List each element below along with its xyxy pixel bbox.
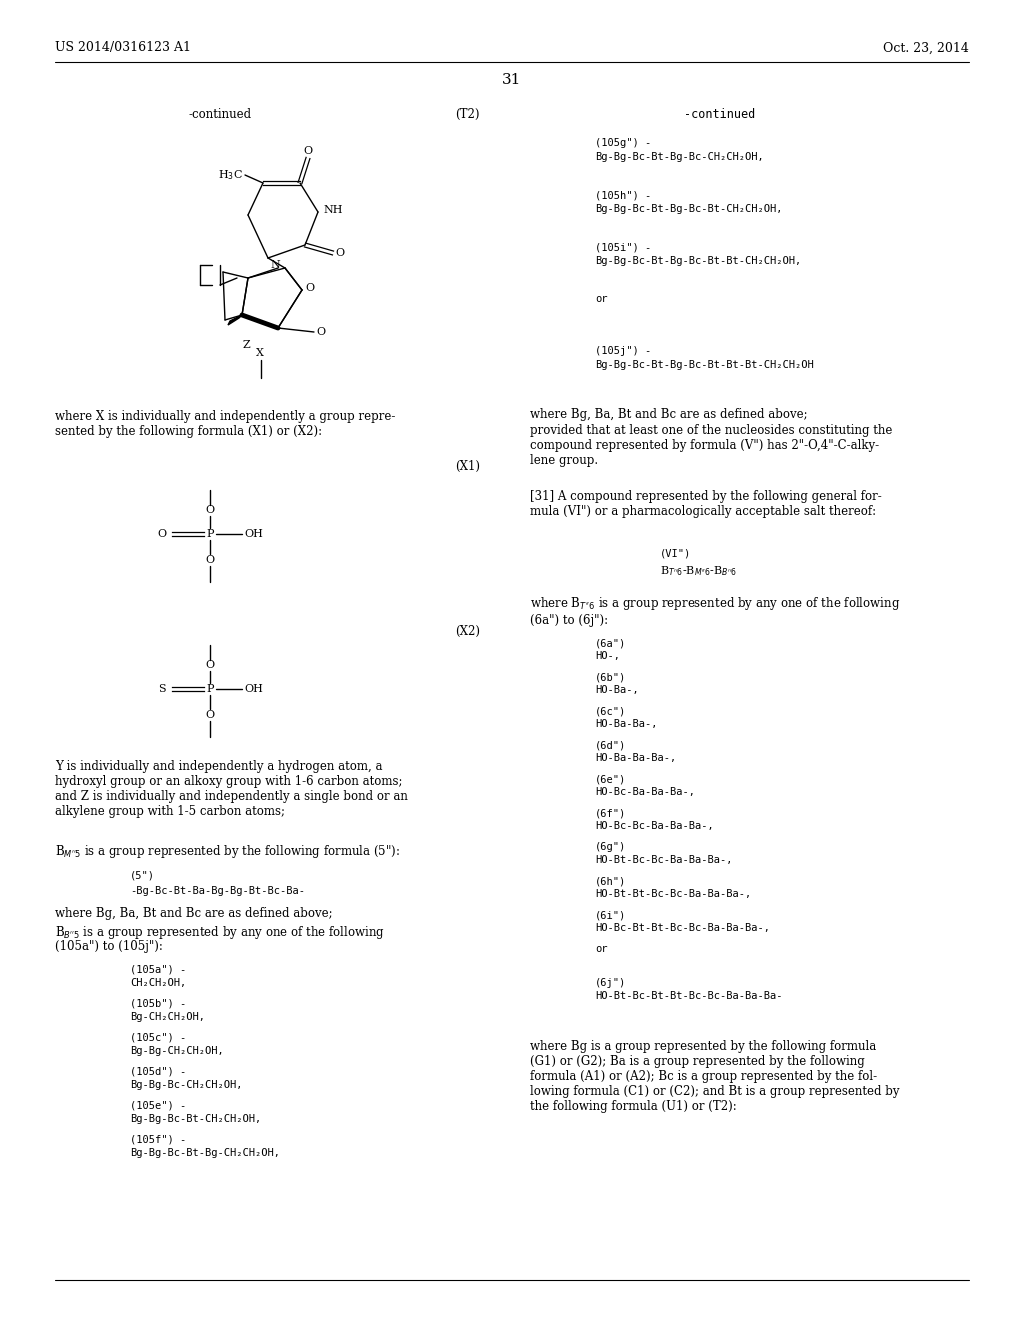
Text: B$_{B^{\prime\prime}5}$ is a group represented by any one of the following: B$_{B^{\prime\prime}5}$ is a group repre… bbox=[55, 924, 385, 941]
Text: (105i") -: (105i") - bbox=[595, 242, 651, 252]
Text: (105g") -: (105g") - bbox=[595, 139, 651, 148]
Text: or: or bbox=[595, 944, 607, 954]
Text: (105d") -: (105d") - bbox=[130, 1067, 186, 1077]
Text: -continued: -continued bbox=[684, 108, 756, 121]
Text: [31] A compound represented by the following general for-
mula (VI") or a pharma: [31] A compound represented by the follo… bbox=[530, 490, 882, 517]
Text: HO-,: HO-, bbox=[595, 651, 620, 661]
Text: B$_{T^{\prime\prime}6}$-B$_{M^{\prime\prime}6}$-B$_{B^{\prime\prime}6}$: B$_{T^{\prime\prime}6}$-B$_{M^{\prime\pr… bbox=[660, 564, 737, 578]
Text: (105b") -: (105b") - bbox=[130, 999, 186, 1008]
Text: where Bg, Ba, Bt and Bc are as defined above;: where Bg, Ba, Bt and Bc are as defined a… bbox=[55, 907, 333, 920]
Text: Bg-Bg-CH₂CH₂OH,: Bg-Bg-CH₂CH₂OH, bbox=[130, 1045, 224, 1056]
Text: (6g"): (6g") bbox=[595, 842, 627, 851]
Text: (6e"): (6e") bbox=[595, 774, 627, 784]
Text: HO-Bc-Ba-Ba-Ba-,: HO-Bc-Ba-Ba-Ba-, bbox=[595, 787, 695, 797]
Text: (105a") -: (105a") - bbox=[130, 965, 186, 975]
Text: Bg-Bg-Bc-CH₂CH₂OH,: Bg-Bg-Bc-CH₂CH₂OH, bbox=[130, 1080, 243, 1090]
Text: O: O bbox=[206, 660, 215, 671]
Text: -continued: -continued bbox=[188, 108, 252, 121]
Text: (T2): (T2) bbox=[455, 108, 479, 121]
Text: Bg-Bg-Bc-Bt-CH₂CH₂OH,: Bg-Bg-Bc-Bt-CH₂CH₂OH, bbox=[130, 1114, 261, 1125]
Text: O: O bbox=[206, 506, 215, 515]
Text: (105j") -: (105j") - bbox=[595, 346, 651, 356]
Polygon shape bbox=[240, 315, 280, 327]
Text: (X1): (X1) bbox=[455, 459, 480, 473]
Text: (105a") to (105j"):: (105a") to (105j"): bbox=[55, 940, 163, 953]
Text: OH: OH bbox=[244, 529, 263, 539]
Text: O: O bbox=[206, 554, 215, 565]
Text: (6h"): (6h") bbox=[595, 876, 627, 886]
Text: HO-Bc-Bc-Ba-Ba-Ba-,: HO-Bc-Bc-Ba-Ba-Ba-, bbox=[595, 821, 714, 832]
Text: (105h") -: (105h") - bbox=[595, 190, 651, 201]
Text: P: P bbox=[206, 529, 214, 539]
Text: S: S bbox=[159, 684, 166, 694]
Text: O: O bbox=[335, 248, 344, 257]
Polygon shape bbox=[228, 315, 242, 325]
Text: (VI"): (VI") bbox=[660, 548, 691, 558]
Text: (X2): (X2) bbox=[455, 624, 480, 638]
Text: (6c"): (6c") bbox=[595, 706, 627, 715]
Text: where X is individually and independently a group repre-
sented by the following: where X is individually and independentl… bbox=[55, 411, 395, 438]
Text: -Bg-Bc-Bt-Ba-Bg-Bg-Bt-Bc-Ba-: -Bg-Bc-Bt-Ba-Bg-Bg-Bt-Bc-Ba- bbox=[130, 886, 305, 896]
Text: (105e") -: (105e") - bbox=[130, 1101, 186, 1111]
Text: Bg-CH₂CH₂OH,: Bg-CH₂CH₂OH, bbox=[130, 1012, 205, 1022]
Text: provided that at least one of the nucleosides constituting the
compound represen: provided that at least one of the nucleo… bbox=[530, 424, 892, 467]
Text: O: O bbox=[206, 710, 215, 719]
Text: (6i"): (6i") bbox=[595, 909, 627, 920]
Text: NH: NH bbox=[323, 205, 342, 215]
Text: (105f") -: (105f") - bbox=[130, 1135, 186, 1144]
Text: US 2014/0316123 A1: US 2014/0316123 A1 bbox=[55, 41, 191, 54]
Text: O: O bbox=[305, 282, 314, 293]
Text: Oct. 23, 2014: Oct. 23, 2014 bbox=[883, 41, 969, 54]
Text: HO-Ba-Ba-Ba-,: HO-Ba-Ba-Ba-, bbox=[595, 752, 676, 763]
Text: B$_{M^{\prime\prime}5}$ is a group represented by the following formula (5"):: B$_{M^{\prime\prime}5}$ is a group repre… bbox=[55, 843, 400, 861]
Text: (6b"): (6b") bbox=[595, 672, 627, 682]
Text: HO-Bc-Bt-Bt-Bc-Bc-Ba-Ba-Ba-,: HO-Bc-Bt-Bt-Bc-Bc-Ba-Ba-Ba-, bbox=[595, 923, 770, 933]
Text: OH: OH bbox=[244, 684, 263, 694]
Text: where Bg is a group represented by the following formula
(G1) or (G2); Ba is a g: where Bg is a group represented by the f… bbox=[530, 1040, 899, 1113]
Text: Bg-Bg-Bc-Bt-Bg-Bc-CH₂CH₂OH,: Bg-Bg-Bc-Bt-Bg-Bc-CH₂CH₂OH, bbox=[595, 152, 764, 162]
Text: HO-Bt-Bc-Bc-Ba-Ba-Ba-,: HO-Bt-Bc-Bc-Ba-Ba-Ba-, bbox=[595, 855, 732, 865]
Text: Bg-Bg-Bc-Bt-Bg-CH₂CH₂OH,: Bg-Bg-Bc-Bt-Bg-CH₂CH₂OH, bbox=[130, 1148, 280, 1158]
Text: Bg-Bg-Bc-Bt-Bg-Bc-Bt-Bt-Bt-CH₂CH₂OH: Bg-Bg-Bc-Bt-Bg-Bc-Bt-Bt-Bt-CH₂CH₂OH bbox=[595, 360, 814, 370]
Text: (6a"): (6a") bbox=[595, 638, 627, 648]
Text: where B$_{T^{\prime\prime}6}$ is a group represented by any one of the following: where B$_{T^{\prime\prime}6}$ is a group… bbox=[530, 595, 900, 627]
Text: CH₂CH₂OH,: CH₂CH₂OH, bbox=[130, 978, 186, 987]
Text: 31: 31 bbox=[503, 73, 521, 87]
Text: or: or bbox=[595, 294, 607, 304]
Text: P: P bbox=[206, 684, 214, 694]
Text: O: O bbox=[303, 147, 312, 156]
Text: Y is individually and independently a hydrogen atom, a
hydroxyl group or an alko: Y is individually and independently a hy… bbox=[55, 760, 408, 818]
Text: (5"): (5") bbox=[130, 870, 155, 880]
Text: H$_3$C: H$_3$C bbox=[218, 168, 243, 182]
Text: O: O bbox=[157, 529, 166, 539]
Text: Z: Z bbox=[243, 341, 250, 350]
Text: HO-Ba-,: HO-Ba-, bbox=[595, 685, 639, 696]
Text: (6f"): (6f") bbox=[595, 808, 627, 818]
Text: X: X bbox=[256, 348, 264, 358]
Text: N: N bbox=[270, 260, 280, 271]
Text: O: O bbox=[316, 327, 326, 337]
Text: (6j"): (6j") bbox=[595, 978, 627, 987]
Text: Bg-Bg-Bc-Bt-Bg-Bc-Bt-CH₂CH₂OH,: Bg-Bg-Bc-Bt-Bg-Bc-Bt-CH₂CH₂OH, bbox=[595, 205, 782, 214]
Text: where Bg, Ba, Bt and Bc are as defined above;: where Bg, Ba, Bt and Bc are as defined a… bbox=[530, 408, 808, 421]
Text: Bg-Bg-Bc-Bt-Bg-Bc-Bt-Bt-CH₂CH₂OH,: Bg-Bg-Bc-Bt-Bg-Bc-Bt-Bt-CH₂CH₂OH, bbox=[595, 256, 801, 267]
Text: (105c") -: (105c") - bbox=[130, 1034, 186, 1043]
Text: (6d"): (6d") bbox=[595, 741, 627, 750]
Text: HO-Bt-Bt-Bc-Bc-Ba-Ba-Ba-,: HO-Bt-Bt-Bc-Bc-Ba-Ba-Ba-, bbox=[595, 888, 752, 899]
Text: HO-Ba-Ba-,: HO-Ba-Ba-, bbox=[595, 719, 657, 729]
Text: HO-Bt-Bc-Bt-Bt-Bc-Bc-Ba-Ba-Ba-: HO-Bt-Bc-Bt-Bt-Bc-Bc-Ba-Ba-Ba- bbox=[595, 991, 782, 1001]
